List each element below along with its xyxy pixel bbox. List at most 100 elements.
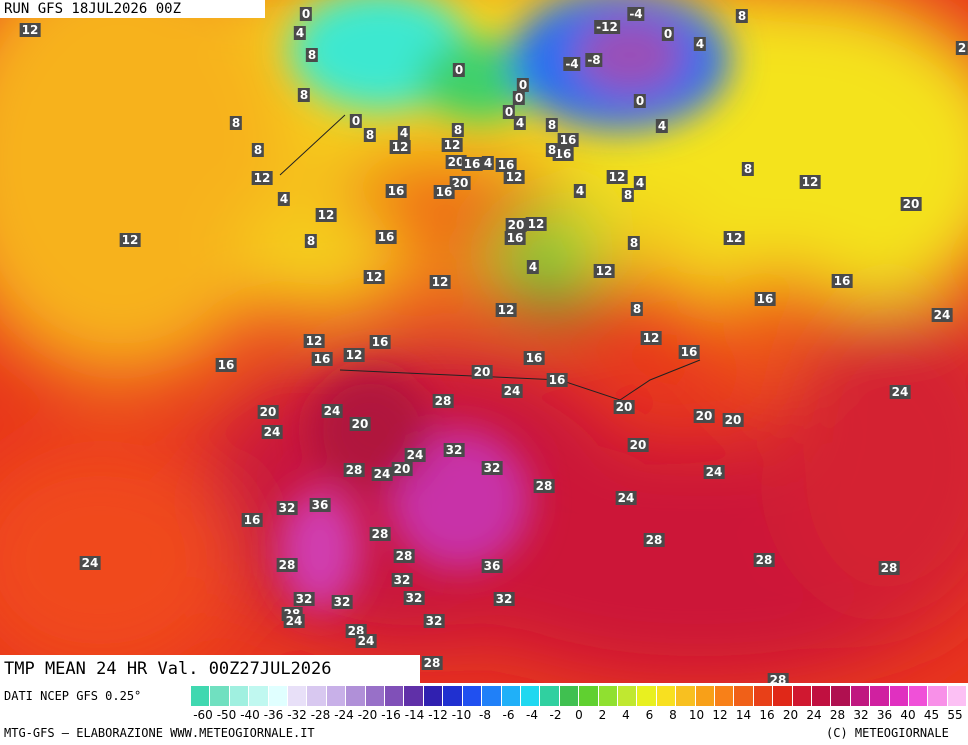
temperature-label: 28 xyxy=(393,549,415,563)
scale-label: 40 xyxy=(900,708,916,722)
scale-label: 32 xyxy=(853,708,869,722)
temperature-label: 4 xyxy=(633,176,647,190)
temperature-label: 0 xyxy=(633,94,647,108)
scale-swatch xyxy=(345,686,365,706)
scale-label: -10 xyxy=(451,708,472,722)
temperature-label: 16 xyxy=(754,292,776,306)
temperature-label: 12 xyxy=(441,138,463,152)
scale-swatch xyxy=(500,686,520,706)
temperature-label: 20 xyxy=(449,176,471,190)
temperature-label: 8 xyxy=(305,48,319,62)
temperature-label: 28 xyxy=(276,558,298,572)
temperature-label: 20 xyxy=(505,218,527,232)
run-title: RUN GFS 18JUL2026 00Z xyxy=(0,0,265,18)
temperature-label: 20 xyxy=(722,413,744,427)
temperature-label: 16 xyxy=(523,351,545,365)
temperature-label: 4 xyxy=(573,184,587,198)
scale-swatch xyxy=(752,686,773,706)
scale-swatch xyxy=(539,686,559,706)
temperature-label: 0 xyxy=(502,105,516,119)
scale-label: 45 xyxy=(923,708,940,722)
temperature-label: 24 xyxy=(615,491,637,505)
scale-swatch xyxy=(519,686,540,706)
scale-swatch xyxy=(675,686,695,706)
temperature-label: 20 xyxy=(471,365,493,379)
scale-label: -8 xyxy=(479,708,491,722)
temperature-label: 4 xyxy=(293,26,307,40)
temperature-label: 16 xyxy=(215,358,237,372)
temperature-label: 20 xyxy=(391,462,413,476)
temperature-label: 4 xyxy=(397,126,411,140)
temperature-label: 24 xyxy=(404,448,426,462)
temperature-label: 20 xyxy=(445,155,467,169)
scale-swatch xyxy=(306,686,326,706)
copyright: (C) METEOGIORNALE xyxy=(826,726,949,740)
scale-label: 0 xyxy=(575,708,583,722)
scale-swatch xyxy=(578,686,598,706)
temperature-label: 16 xyxy=(311,352,333,366)
scale-label: -28 xyxy=(310,708,331,722)
temperature-label: 12 xyxy=(723,231,745,245)
temperature-label: 12 xyxy=(315,208,337,222)
scale-swatch xyxy=(946,686,967,706)
temperature-label: 8 xyxy=(627,236,641,250)
temperature-label: 4 xyxy=(481,156,495,170)
temperature-label: 36 xyxy=(309,498,331,512)
temperature-label: 20 xyxy=(627,438,649,452)
temperature-label: 0 xyxy=(452,63,466,77)
scale-label: -14 xyxy=(404,708,425,722)
temperature-label: 12 xyxy=(363,270,385,284)
scale-swatch xyxy=(733,686,753,706)
scale-swatch xyxy=(422,686,443,706)
credit: MTG-GFS — ELABORAZIONE WWW.METEOGIORNALE… xyxy=(4,726,315,740)
temperature-label: 28 xyxy=(421,656,443,670)
temperature-label: 32 xyxy=(276,501,298,515)
temperature-label: 28 xyxy=(878,561,900,575)
temperature-label: 8 xyxy=(545,143,559,157)
scale-label: 28 xyxy=(829,708,846,722)
temperature-label: 32 xyxy=(493,592,515,606)
temperature-label: 20 xyxy=(613,400,635,414)
temperature-label: 36 xyxy=(481,559,503,573)
temperature-label: 12 xyxy=(606,170,628,184)
temperature-label: 8 xyxy=(621,188,635,202)
temperature-label: 32 xyxy=(481,461,503,475)
color-scale xyxy=(190,686,967,706)
temperature-label: 32 xyxy=(391,573,413,587)
scale-swatch xyxy=(811,686,831,706)
temperature-label: 12 xyxy=(19,23,41,37)
scale-swatch xyxy=(384,686,404,706)
scale-label: 2 xyxy=(598,708,607,722)
temperature-map: RUN GFS 18JUL2026 00Z TMP MEAN 24 HR Val… xyxy=(0,0,968,683)
scale-label: 16 xyxy=(759,708,775,722)
temperature-label: 16 xyxy=(241,513,263,527)
scale-label: -12 xyxy=(428,708,448,722)
temperature-label: 32 xyxy=(423,614,445,628)
temperature-label: 20 xyxy=(257,405,279,419)
temperature-label: 0 xyxy=(299,7,313,21)
temperature-label: 24 xyxy=(931,308,953,322)
temperature-label: 8 xyxy=(363,128,377,142)
temperature-label: 16 xyxy=(461,157,483,171)
temperature-label: 28 xyxy=(369,527,391,541)
scale-swatch xyxy=(228,686,249,706)
temperature-label: -8 xyxy=(585,53,603,67)
temperature-label: 16 xyxy=(433,185,455,199)
scale-swatch xyxy=(869,686,889,706)
temperature-label: 8 xyxy=(304,234,318,248)
scale-swatch xyxy=(190,686,210,706)
scale-label: -36 xyxy=(263,708,284,722)
temperature-label: 12 xyxy=(593,264,615,278)
scale-swatch xyxy=(927,686,947,706)
scale-label: -24 xyxy=(334,708,354,722)
scale-swatch xyxy=(209,686,229,706)
temperature-label: 24 xyxy=(79,556,101,570)
scale-label: -40 xyxy=(240,708,260,722)
scale-label: 55 xyxy=(947,708,963,722)
temperature-label: 16 xyxy=(495,158,517,172)
scale-swatch xyxy=(558,686,579,706)
temperature-label: 4 xyxy=(655,119,669,133)
temperature-label: 12 xyxy=(525,217,547,231)
scale-label: -50 xyxy=(216,708,237,722)
temperature-label: 8 xyxy=(251,143,265,157)
